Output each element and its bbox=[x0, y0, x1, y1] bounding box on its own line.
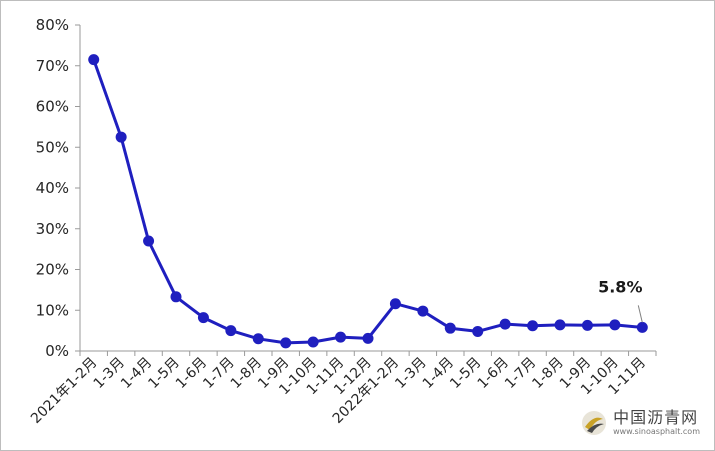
y-tick-label: 10% bbox=[36, 301, 69, 319]
y-tick-label: 40% bbox=[36, 179, 69, 197]
data-point bbox=[389, 298, 401, 310]
asphalt-network-logo-icon bbox=[582, 410, 607, 435]
data-point bbox=[444, 322, 456, 334]
data-point bbox=[527, 320, 539, 332]
data-point bbox=[115, 131, 127, 143]
data-point bbox=[252, 333, 264, 345]
annotation-label: 5.8% bbox=[598, 277, 642, 296]
data-point bbox=[417, 305, 429, 317]
data-point bbox=[362, 332, 374, 344]
data-point bbox=[335, 331, 347, 343]
y-tick-label: 20% bbox=[36, 261, 69, 279]
y-axis: 0% 10% 20% 30% 40% 50% 60% 70% 80% bbox=[36, 16, 81, 360]
data-point bbox=[225, 325, 237, 337]
annotations: 5.8% bbox=[598, 277, 643, 323]
data-point bbox=[581, 319, 593, 331]
series bbox=[88, 54, 648, 349]
watermark-name: 中国沥青网 bbox=[613, 408, 699, 427]
watermark: 中国沥青网 www.sinoasphalt.com bbox=[581, 409, 700, 436]
y-tick-label: 60% bbox=[36, 98, 69, 116]
data-point bbox=[499, 318, 511, 330]
annotation-leader bbox=[637, 305, 643, 323]
watermark-url: www.sinoasphalt.com bbox=[613, 427, 700, 436]
data-point bbox=[170, 291, 182, 303]
data-point bbox=[554, 319, 566, 331]
y-tick-label: 70% bbox=[36, 57, 69, 75]
data-point bbox=[636, 321, 648, 333]
y-tick-label: 50% bbox=[36, 138, 69, 156]
y-tick-label: 30% bbox=[36, 220, 69, 238]
data-point bbox=[280, 337, 292, 349]
data-point bbox=[609, 319, 621, 331]
data-point bbox=[307, 336, 319, 348]
data-point bbox=[197, 312, 209, 324]
x-tick-label: 2021年1-2月 bbox=[28, 355, 100, 427]
data-point bbox=[143, 235, 155, 247]
x-axis: 2021年1-2月1-3月1-4月1-5月1-6月1-7月1-8月1-9月1-1… bbox=[28, 350, 657, 427]
y-tick-label: 0% bbox=[45, 342, 69, 360]
y-tick-label: 80% bbox=[36, 16, 69, 34]
data-point bbox=[88, 54, 100, 66]
data-point bbox=[472, 325, 484, 337]
